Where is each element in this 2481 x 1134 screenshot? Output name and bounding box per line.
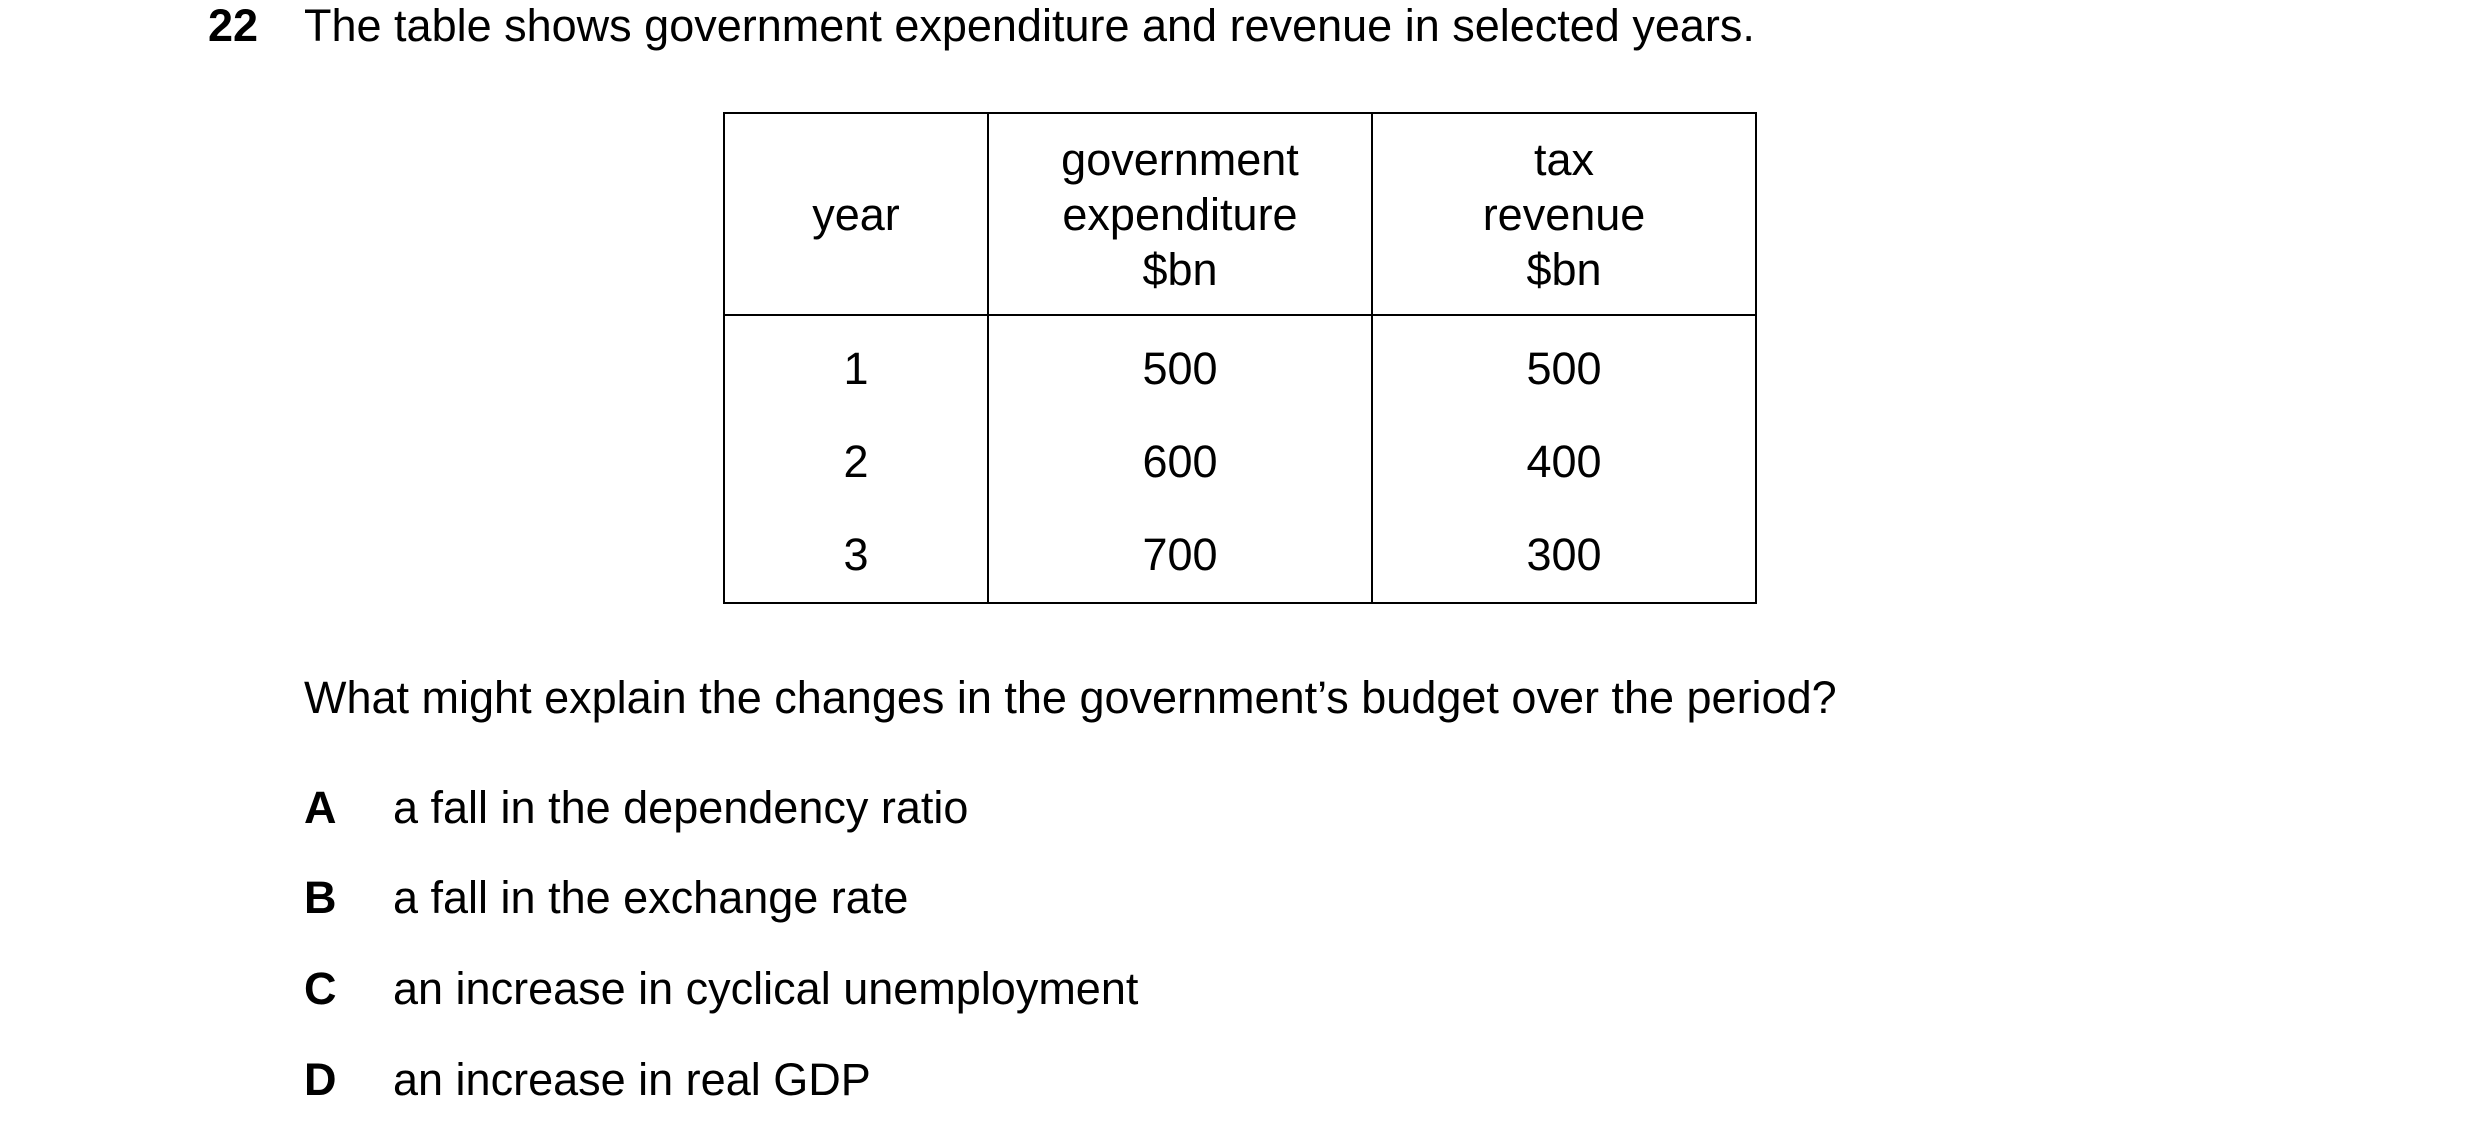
cell-tax-revenue: 500 xyxy=(1371,315,1757,417)
cell-tax-revenue: 400 xyxy=(1371,417,1757,507)
option-letter: B xyxy=(304,872,337,923)
header-tax-revenue: tax revenue $bn xyxy=(1371,112,1757,316)
header-tax-line-1: tax xyxy=(1533,133,1595,185)
header-exp-unit: $bn xyxy=(1142,243,1218,295)
cell-expenditure: 500 xyxy=(987,315,1373,417)
header-exp-line-2: expenditure xyxy=(1062,188,1298,240)
option-text: an increase in cyclical unemployment xyxy=(393,963,1139,1014)
table-header-row: year government expenditure $bn tax reve… xyxy=(723,112,1757,316)
cell-expenditure: 600 xyxy=(987,417,1373,507)
option-letter: C xyxy=(304,963,337,1014)
option-letter: A xyxy=(304,782,337,833)
table-row: 3 700 300 xyxy=(723,507,1757,604)
header-year-label: year xyxy=(812,188,900,240)
question-stem: The table shows government expenditure a… xyxy=(304,0,1755,51)
option-letter: D xyxy=(304,1054,337,1105)
option-text: an increase in real GDP xyxy=(393,1054,871,1105)
cell-year: 3 xyxy=(723,507,989,604)
header-tax-line-2: revenue xyxy=(1482,188,1646,240)
budget-table: year government expenditure $bn tax reve… xyxy=(723,112,1757,604)
cell-expenditure: 700 xyxy=(987,507,1373,604)
option-text: a fall in the exchange rate xyxy=(393,872,909,923)
question-prompt: What might explain the changes in the go… xyxy=(304,672,1837,723)
header-exp-line-1: government xyxy=(1061,133,1299,185)
table-row: 2 600 400 xyxy=(723,417,1757,507)
header-tax-unit: $bn xyxy=(1526,243,1602,295)
header-year: year xyxy=(723,112,989,316)
option-text: a fall in the dependency ratio xyxy=(393,782,969,833)
question-number: 22 xyxy=(208,0,259,51)
cell-tax-revenue: 300 xyxy=(1371,507,1757,604)
header-government-expenditure: government expenditure $bn xyxy=(987,112,1373,316)
cell-year: 1 xyxy=(723,315,989,417)
table-row: 1 500 500 xyxy=(723,315,1757,417)
cell-year: 2 xyxy=(723,417,989,507)
